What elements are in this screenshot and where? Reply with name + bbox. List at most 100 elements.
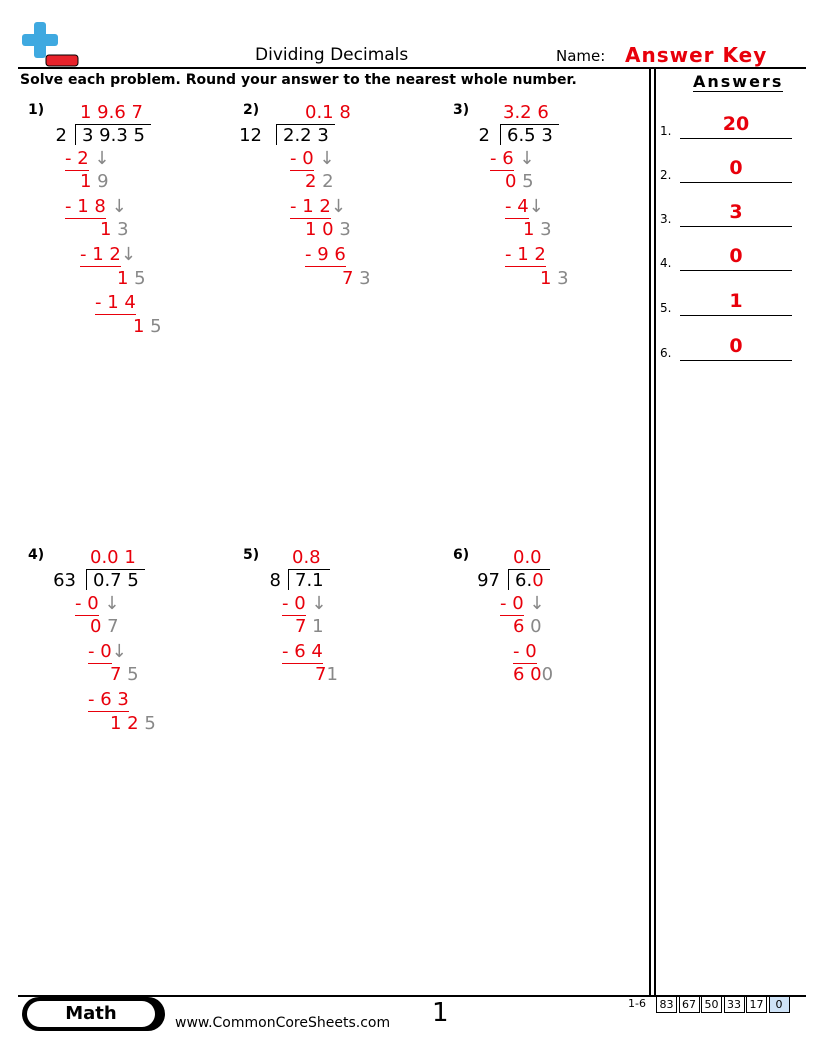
quotient: 0.8	[292, 547, 321, 568]
answer-value: 0	[729, 157, 743, 179]
work-gray: ↓	[330, 196, 346, 217]
work-red: 0	[505, 171, 517, 192]
divisor: 12	[239, 125, 262, 146]
work-gray: ↓	[88, 148, 110, 169]
quotient: 0.1 8	[305, 102, 351, 123]
work-row: 1 5	[133, 318, 162, 336]
work-red: - 1 2	[505, 244, 546, 267]
divisor: 8	[269, 570, 281, 591]
work-row: - 9 6	[305, 244, 346, 267]
work-row: 71	[315, 666, 338, 684]
answer-label: 3.	[660, 212, 672, 226]
work-gray: 2	[316, 171, 334, 192]
work-row: 1 3	[100, 221, 129, 239]
score-box: 83	[656, 996, 677, 1013]
work-red: 1 0	[305, 219, 334, 240]
score-box: 33	[723, 996, 745, 1013]
answer-line	[680, 270, 792, 271]
work-row: - 0 ↓	[75, 593, 119, 616]
answer-line	[680, 315, 792, 316]
dividend: 6.0	[508, 569, 550, 590]
work-row: 6 00	[513, 666, 553, 684]
work-row: 1 5	[117, 270, 146, 288]
work-red: - 6 3	[88, 689, 129, 712]
work-red: - 6	[490, 148, 514, 171]
work-row: - 6 ↓	[490, 148, 534, 171]
work-red: - 4	[505, 196, 529, 219]
answer-line	[680, 226, 792, 227]
work-row: 7 5	[110, 666, 139, 684]
quotient: 3.2 6	[503, 102, 549, 123]
work-gray: ↓	[305, 593, 327, 614]
work-red: 1	[117, 268, 129, 289]
dividend-added: 0	[532, 570, 544, 591]
problem-number: 2)	[243, 102, 260, 118]
page-number: 1	[432, 998, 449, 1028]
footer-rule	[18, 995, 806, 997]
work-red: - 2	[65, 148, 89, 171]
divider	[649, 68, 651, 995]
work-gray: 3	[534, 219, 552, 240]
work-red: - 9 6	[305, 244, 346, 267]
work-gray: 3	[551, 268, 569, 289]
work-red: - 1 2	[290, 196, 331, 219]
answer-label: 4.	[660, 256, 672, 270]
work-red: - 0	[75, 593, 99, 616]
work-row: - 1 2↓	[80, 244, 136, 267]
divisor: 63	[53, 570, 76, 591]
work-red: - 1 8	[65, 196, 106, 219]
work-gray: 0	[541, 664, 554, 685]
work-row: 7 3	[342, 270, 371, 288]
work-row: - 0 ↓	[282, 593, 327, 616]
work-red: 0	[90, 616, 102, 637]
dividend: 0.7 5	[86, 569, 145, 590]
quotient: 1 9.6 7	[80, 102, 143, 123]
work-red: 7	[315, 664, 327, 685]
work-red: - 0	[290, 148, 314, 171]
work-row: 1 9	[80, 173, 109, 191]
work-red: - 6 4	[282, 641, 323, 664]
work-red: 7	[295, 616, 307, 637]
website: www.CommonCoreSheets.com	[175, 1015, 391, 1031]
work-row: - 1 4	[95, 292, 136, 315]
answer-label: 6.	[660, 346, 672, 360]
work-row: 1 0 3	[305, 221, 351, 239]
work-gray: 5	[144, 316, 162, 337]
answer-line	[680, 182, 792, 183]
answers-title: Answers	[693, 72, 784, 92]
work-red: - 0	[500, 593, 524, 616]
divisor: 2	[478, 125, 490, 146]
work-row: 1 3	[523, 221, 552, 239]
answer-line	[680, 138, 792, 139]
score-box: 17	[746, 996, 767, 1013]
work-row: 0 7	[90, 618, 119, 636]
score-box: 67	[678, 996, 700, 1013]
work-red: 2	[305, 171, 317, 192]
answer-label: 5.	[660, 301, 672, 315]
problem-number: 5)	[243, 547, 260, 563]
work-red: 1	[540, 268, 552, 289]
work-row: - 1 8 ↓	[65, 196, 127, 219]
problem-number: 4)	[28, 547, 45, 563]
work-gray: 9	[91, 171, 109, 192]
work-red: - 1 2	[80, 244, 121, 267]
work-red: 1	[523, 219, 535, 240]
subject: Math	[27, 1001, 155, 1027]
work-red: - 0	[282, 593, 306, 616]
answer-value: 0	[729, 245, 743, 267]
work-red: 1	[100, 219, 112, 240]
dividend: 3 9.3 5	[75, 124, 151, 145]
work-row: - 0 ↓	[500, 593, 545, 616]
answer-line	[680, 360, 792, 361]
work-red: 6 0	[513, 664, 542, 685]
score-box: 0	[768, 996, 790, 1013]
score-box: 50	[701, 996, 722, 1013]
work-gray: 3	[111, 219, 129, 240]
quotient: 0.0	[513, 547, 542, 568]
work-red: 1	[80, 171, 92, 192]
work-gray: ↓	[523, 593, 545, 614]
work-gray: 1	[306, 616, 324, 637]
work-gray: 7	[101, 616, 119, 637]
logo	[22, 22, 79, 67]
work-row: 6 0	[513, 618, 542, 636]
